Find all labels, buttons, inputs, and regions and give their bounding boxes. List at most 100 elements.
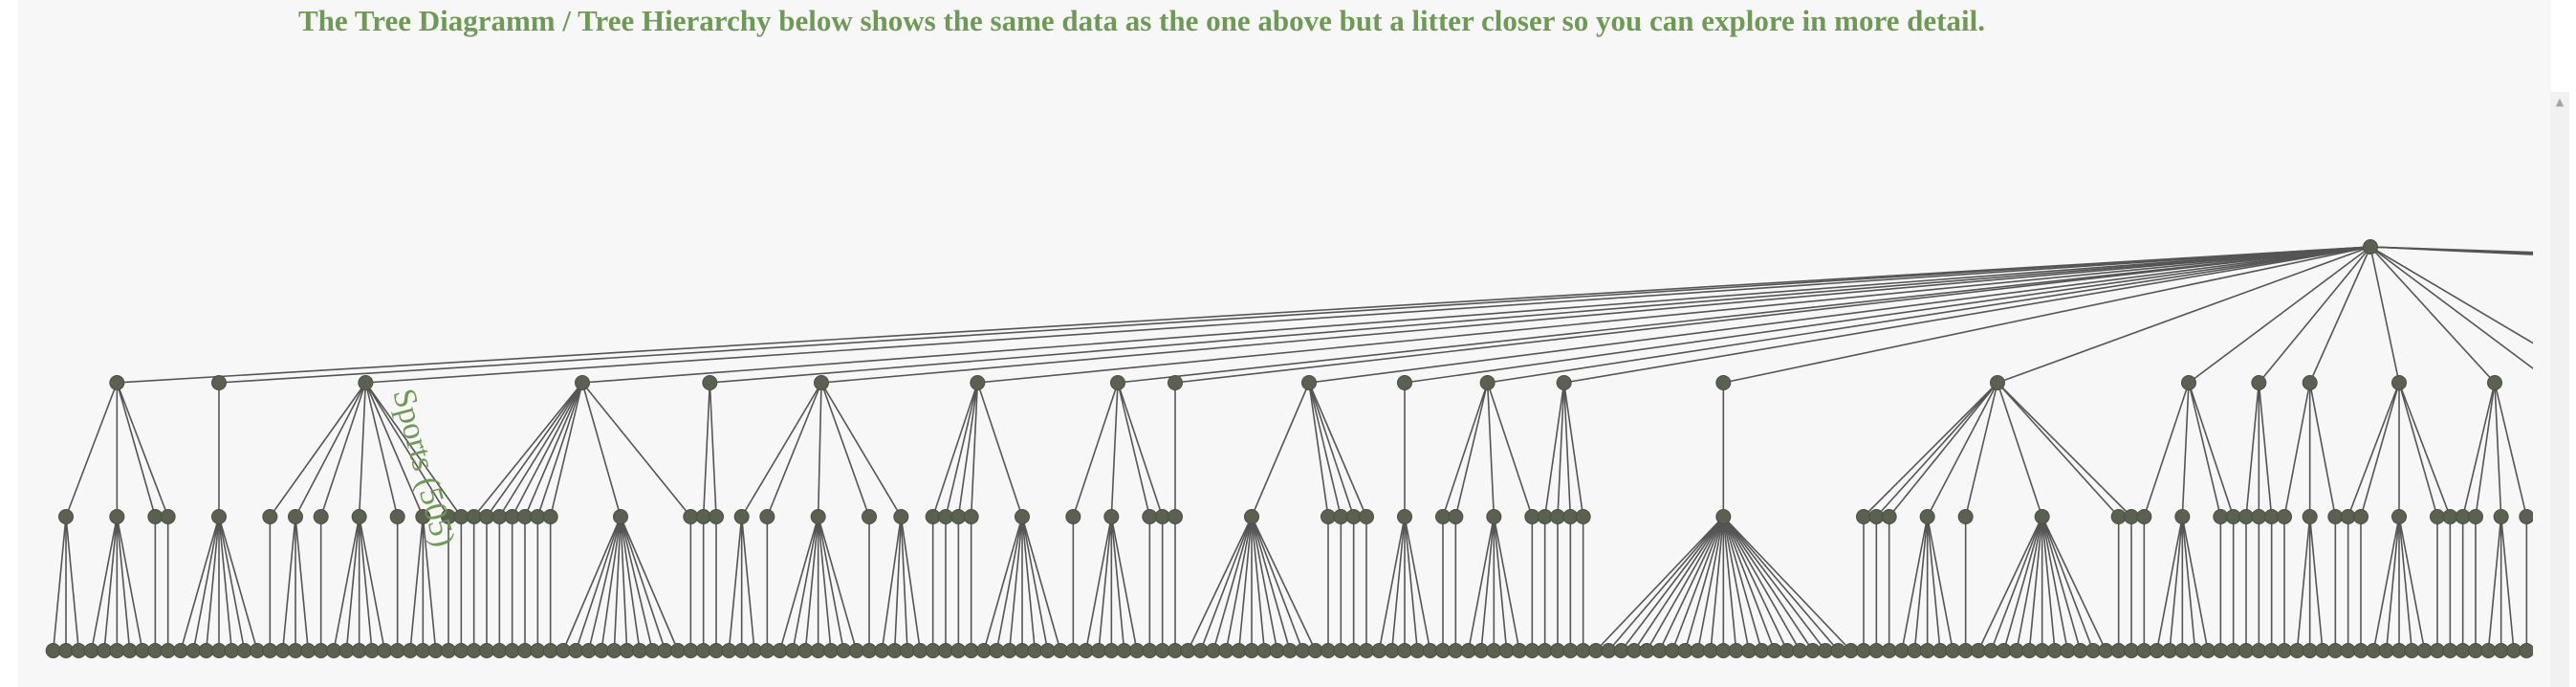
tree-diagram[interactable]: Sports (505) <box>18 0 2533 687</box>
tree-node[interactable] <box>963 509 979 524</box>
tree-node[interactable] <box>2455 509 2471 524</box>
tree-node[interactable] <box>542 509 558 524</box>
tree-node[interactable] <box>1486 509 1502 524</box>
tree-node[interactable] <box>109 375 125 390</box>
tree-node[interactable] <box>862 509 877 524</box>
tree-node[interactable] <box>160 509 176 524</box>
tree-node[interactable] <box>2391 509 2407 524</box>
tree-node-leaf[interactable] <box>1282 643 1298 658</box>
tree-node-leaf[interactable] <box>2442 643 2458 658</box>
tree-node[interactable] <box>2442 509 2458 524</box>
tree-node[interactable] <box>1868 509 1885 524</box>
tree-node-leaf[interactable] <box>1460 643 1476 658</box>
tree-node-leaf[interactable] <box>1894 643 1910 658</box>
tree-node-leaf[interactable] <box>1512 643 1527 658</box>
tree-node[interactable] <box>2277 509 2292 524</box>
tree-node-leaf[interactable] <box>1435 643 1451 658</box>
tree-node-leaf[interactable] <box>1180 643 1196 658</box>
tree-node[interactable] <box>938 509 953 524</box>
tree-node-leaf[interactable] <box>1881 643 1897 658</box>
tree-node-leaf[interactable] <box>135 643 150 658</box>
tree-node-leaf[interactable] <box>1409 643 1426 658</box>
tree-node-leaf[interactable] <box>989 643 1005 658</box>
tree-node-leaf[interactable] <box>517 643 533 658</box>
tree-node-leaf[interactable] <box>160 643 176 658</box>
tree-node-leaf[interactable] <box>1575 643 1591 658</box>
tree-node-leaf[interactable] <box>1498 643 1515 658</box>
scroll-up-arrow-icon[interactable]: ▲ <box>2555 95 2565 108</box>
tree-node-leaf[interactable] <box>274 643 291 658</box>
tree-node-leaf[interactable] <box>632 643 647 658</box>
tree-node-leaf[interactable] <box>1983 643 1999 658</box>
tree-node-leaf[interactable] <box>2416 643 2433 658</box>
tree-node[interactable] <box>1154 509 1170 524</box>
tree-node[interactable] <box>313 509 329 524</box>
tree-node[interactable] <box>2391 375 2407 390</box>
tree-node-leaf[interactable] <box>58 643 74 658</box>
tree-node[interactable] <box>1168 375 1183 390</box>
tree-node-leaf[interactable] <box>733 643 750 658</box>
tree-node[interactable] <box>351 509 367 524</box>
tree-node-leaf[interactable] <box>556 643 571 658</box>
tree-node[interactable] <box>479 509 494 524</box>
tree-node[interactable] <box>415 509 431 524</box>
tree-node-leaf[interactable] <box>1792 643 1808 658</box>
tree-node-leaf[interactable] <box>1486 643 1502 658</box>
tree-node[interactable] <box>695 509 711 524</box>
tree-node-leaf[interactable] <box>1651 643 1668 658</box>
tree-node-leaf[interactable] <box>2302 643 2318 658</box>
tree-node-leaf[interactable] <box>606 643 622 658</box>
tree-node-leaf[interactable] <box>594 643 609 658</box>
tree-node-leaf[interactable] <box>1868 643 1885 658</box>
tree-node-leaf[interactable] <box>2430 643 2445 658</box>
tree-node-leaf[interactable] <box>2072 643 2088 658</box>
tree-node[interactable] <box>1435 509 1451 524</box>
tree-node-leaf[interactable] <box>2238 643 2254 658</box>
tree-node-leaf[interactable] <box>479 643 494 658</box>
tree-node-leaf[interactable] <box>2047 643 2063 658</box>
tree-node-leaf[interactable] <box>1039 643 1056 658</box>
tree-node-leaf[interactable] <box>1613 643 1629 658</box>
tree-node-leaf[interactable] <box>1269 643 1285 658</box>
tree-node[interactable] <box>2493 509 2509 524</box>
tree-node-leaf[interactable] <box>2353 643 2369 658</box>
tree-node-leaf[interactable] <box>1384 643 1400 658</box>
tree-node-leaf[interactable] <box>925 643 941 658</box>
tree-node-leaf[interactable] <box>1690 643 1706 658</box>
tree-node-leaf[interactable] <box>198 643 214 658</box>
tree-node-leaf[interactable] <box>441 643 456 658</box>
tree-node-leaf[interactable] <box>2225 643 2241 658</box>
tree-node-leaf[interactable] <box>1448 643 1464 658</box>
tree-node[interactable] <box>814 375 829 390</box>
tree-node-leaf[interactable] <box>1244 643 1259 658</box>
tree-node-leaf[interactable] <box>2009 643 2024 658</box>
tree-node-leaf[interactable] <box>785 643 800 658</box>
tree-node[interactable] <box>1715 509 1732 524</box>
tree-node[interactable] <box>262 509 278 524</box>
tree-node-leaf[interactable] <box>466 643 482 658</box>
tree-node-leaf[interactable] <box>823 643 839 658</box>
tree-node-leaf[interactable] <box>797 643 814 658</box>
tree-node[interactable] <box>733 509 750 524</box>
tree-node[interactable] <box>2327 509 2344 524</box>
tree-node[interactable] <box>2487 375 2502 390</box>
tree-node[interactable] <box>893 509 909 524</box>
tree-node[interactable] <box>702 375 718 390</box>
tree-node-leaf[interactable] <box>97 643 112 658</box>
tree-node-leaf[interactable] <box>1154 643 1170 658</box>
tree-node-leaf[interactable] <box>2378 643 2394 658</box>
tree-node[interactable] <box>1550 509 1565 524</box>
tree-node-leaf[interactable] <box>415 643 431 658</box>
tree-node-leaf[interactable] <box>504 643 520 658</box>
tree-node-leaf[interactable] <box>709 643 724 658</box>
tree-node-leaf[interactable] <box>848 643 864 658</box>
tree-node[interactable] <box>1244 509 1259 524</box>
tree-node-leaf[interactable] <box>250 643 265 658</box>
tree-node-leaf[interactable] <box>1001 643 1017 658</box>
tree-node-leaf[interactable] <box>568 643 584 658</box>
tree-node-leaf[interactable] <box>950 643 967 658</box>
tree-node[interactable] <box>1359 509 1374 524</box>
tree-node[interactable] <box>530 509 546 524</box>
tree-node-leaf[interactable] <box>211 643 227 658</box>
tree-node-leaf[interactable] <box>83 643 99 658</box>
